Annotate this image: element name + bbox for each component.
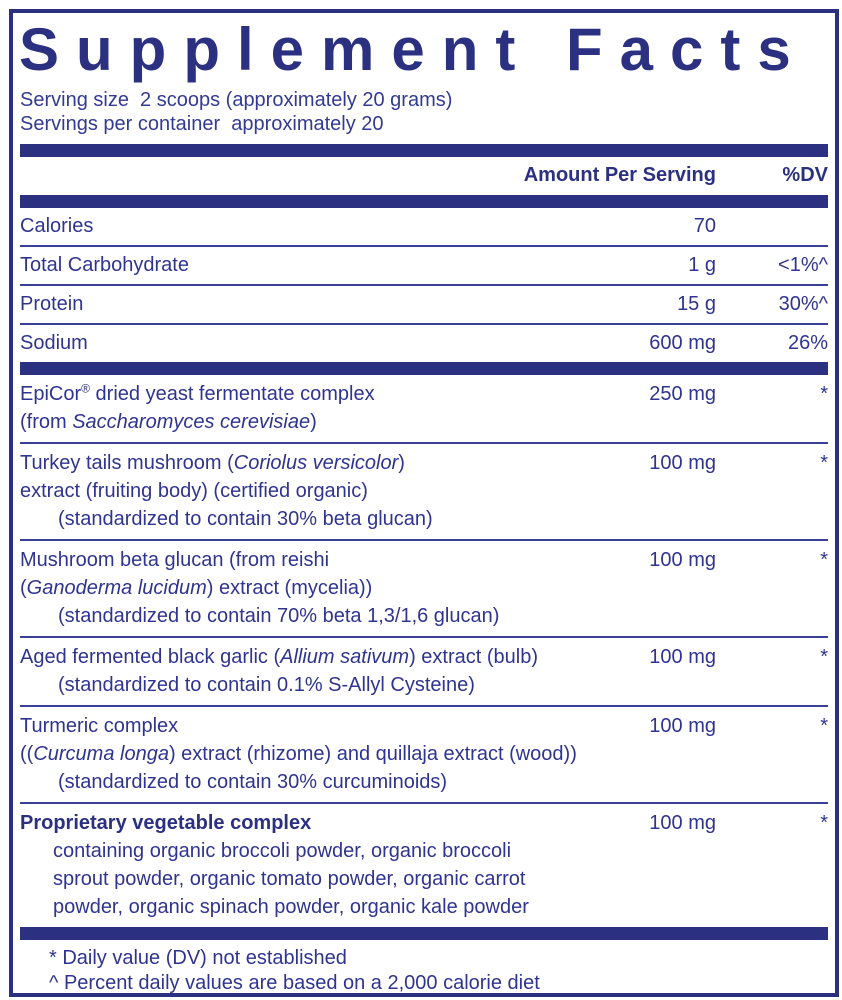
footnote-dv-not-established: * Daily value (DV) not established [49, 947, 347, 969]
column-header-row: Amount Per Serving %DV [20, 157, 828, 195]
ingredient-line: Turkey tails mushroom (Coriolus versicol… [20, 452, 405, 474]
ingredient-line: extract (fruiting body) (certified organ… [20, 480, 368, 502]
nutrient-row-total-carbohydrate: Total Carbohydrate 1 g <1%^ [20, 245, 828, 284]
nutrient-name: Calories [20, 215, 94, 237]
nutrient-name: Sodium [20, 332, 88, 354]
serving-size-line: Serving size 2 scoops (approximately 20 … [20, 89, 453, 111]
ingredient-row-epicor: EpiCor® dried yeast fermentate complex (… [20, 375, 828, 442]
thick-divider-footnotes [20, 927, 828, 940]
footnote-percent-daily-values: ^ Percent daily values are based on a 2,… [49, 972, 540, 994]
ingredient-amount: 100 mg [649, 715, 716, 737]
ingredient-line: Proprietary vegetable complex [20, 812, 312, 834]
thick-divider-header [20, 195, 828, 208]
ingredient-dv: * [820, 646, 828, 668]
ingredient-row-turmeric-complex: Turmeric complex ((Curcuma longa) extrac… [20, 705, 828, 802]
label-title: Supplement Facts [19, 16, 808, 83]
ingredient-amount: 100 mg [649, 452, 716, 474]
ingredient-row-turkey-tails: Turkey tails mushroom (Coriolus versicol… [20, 442, 828, 539]
nutrient-name: Protein [20, 293, 84, 315]
thick-divider-ingredients [20, 362, 828, 375]
ingredient-line: Aged fermented black garlic (Allium sati… [20, 646, 538, 668]
thick-divider-top [20, 144, 828, 157]
ingredient-row-proprietary-vegetable-complex: Proprietary vegetable complex containing… [20, 802, 828, 927]
ingredient-name: Turkey tails mushroom (Coriolus versicol… [20, 449, 620, 533]
ingredient-row-black-garlic: Aged fermented black garlic (Allium sati… [20, 636, 828, 705]
ingredient-name: Mushroom beta glucan (from reishi (Ganod… [20, 546, 620, 630]
nutrient-amount: 1 g [688, 254, 716, 276]
ingredient-name: Turmeric complex ((Curcuma longa) extrac… [20, 712, 620, 796]
ingredient-name: Aged fermented black garlic (Allium sati… [20, 643, 620, 699]
nutrient-row-calories: Calories 70 [20, 208, 828, 245]
ingredient-line: (Ganoderma lucidum) extract (mycelia)) [20, 577, 373, 599]
ingredient-line: (standardized to contain 30% curcuminoid… [58, 771, 448, 793]
ingredient-row-mushroom-beta-glucan: Mushroom beta glucan (from reishi (Ganod… [20, 539, 828, 636]
ingredient-line: Turmeric complex [20, 715, 179, 737]
ingredient-line: EpiCor® dried yeast fermentate complex [20, 381, 375, 405]
ingredient-line: Mushroom beta glucan (from reishi [20, 549, 330, 571]
ingredient-dv: * [820, 383, 828, 405]
supplement-facts-label: Supplement Facts Serving size 2 scoops (… [9, 9, 839, 997]
nutrient-amount: 600 mg [649, 332, 716, 354]
nutrient-dv: 26% [787, 332, 828, 354]
nutrient-dv: 30%^ [778, 293, 828, 315]
ingredient-name: EpiCor® dried yeast fermentate complex (… [20, 380, 620, 436]
nutrient-amount: 70 [693, 215, 716, 237]
nutrient-dv: <1%^ [778, 254, 828, 276]
nutrient-row-sodium: Sodium 600 mg 26% [20, 323, 828, 362]
ingredient-dv: * [820, 812, 828, 834]
ingredient-line: containing organic broccoli powder, orga… [53, 840, 512, 862]
ingredient-line: (from Saccharomyces cerevisiae) [20, 411, 317, 433]
ingredient-line: ((Curcuma longa) extract (rhizome) and q… [20, 743, 577, 765]
servings-per-container-line: Servings per container approximately 20 [20, 113, 384, 135]
nutrient-row-protein: Protein 15 g 30%^ [20, 284, 828, 323]
ingredient-line: (standardized to contain 70% beta 1,3/1,… [58, 605, 500, 627]
ingredient-amount: 100 mg [649, 549, 716, 571]
footnotes: * Daily value (DV) not established ^ Per… [20, 940, 828, 994]
ingredient-amount: 250 mg [649, 383, 716, 405]
nutrient-amount: 15 g [677, 293, 716, 315]
ingredient-dv: * [820, 452, 828, 474]
ingredient-line: sprout powder, organic tomato powder, or… [53, 868, 526, 890]
ingredient-dv: * [820, 549, 828, 571]
ingredient-amount: 100 mg [649, 812, 716, 834]
ingredient-name: Proprietary vegetable complex containing… [20, 809, 620, 921]
percent-dv-header: %DV [782, 164, 828, 186]
ingredient-line: (standardized to contain 30% beta glucan… [58, 508, 433, 530]
ingredient-line: (standardized to contain 0.1% S-Allyl Cy… [58, 674, 475, 696]
amount-per-serving-header: Amount Per Serving [523, 164, 716, 186]
ingredient-amount: 100 mg [649, 646, 716, 668]
ingredient-line: powder, organic spinach powder, organic … [53, 896, 529, 918]
nutrient-name: Total Carbohydrate [20, 254, 189, 276]
ingredient-dv: * [820, 715, 828, 737]
